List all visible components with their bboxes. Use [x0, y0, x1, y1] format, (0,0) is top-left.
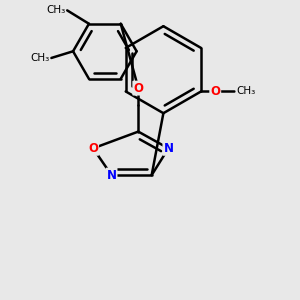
Text: N: N — [106, 169, 116, 182]
Text: CH₃: CH₃ — [236, 86, 256, 96]
Text: CH₃: CH₃ — [46, 5, 65, 15]
Text: N: N — [164, 142, 173, 155]
Text: O: O — [210, 85, 220, 98]
Text: O: O — [133, 82, 143, 94]
Text: O: O — [88, 142, 98, 155]
Text: CH₃: CH₃ — [30, 53, 50, 63]
